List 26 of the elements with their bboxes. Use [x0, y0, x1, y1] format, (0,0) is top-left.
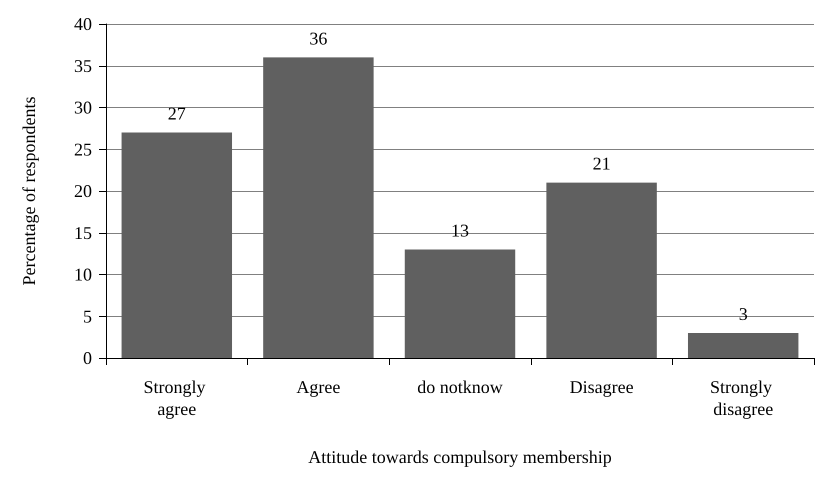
x-tick-label: Disagree [570, 377, 634, 397]
bar [263, 57, 374, 358]
y-tick-label: 0 [83, 348, 92, 368]
x-tick-label: Strongly disagree [710, 377, 776, 419]
x-tick-label: do notknow [417, 377, 503, 397]
bar [688, 332, 798, 358]
data-label: 36 [309, 28, 328, 48]
y-tick-label: 40 [74, 14, 92, 34]
x-tick-label: Agree [296, 377, 340, 397]
y-tick-label: 10 [74, 264, 92, 284]
y-tick-label: 25 [74, 139, 92, 160]
bar [122, 132, 232, 358]
data-label: 21 [592, 154, 611, 174]
bar [404, 249, 516, 358]
x-tick-label: Strongly agree [144, 377, 210, 419]
y-tick-label: 15 [74, 222, 92, 243]
data-label: 3 [738, 304, 748, 324]
y-tick-label: 35 [74, 56, 92, 76]
data-label: 27 [168, 104, 186, 124]
y-tick-label: 30 [74, 98, 92, 118]
data-label: 13 [451, 220, 469, 240]
bar [546, 182, 657, 358]
y-tick-label: 20 [74, 181, 92, 201]
x-axis-title: Attitude towards compulsory membership [308, 447, 612, 467]
y-axis-title: Percentage of respondents [19, 96, 39, 286]
y-tick-label: 5 [83, 306, 92, 326]
